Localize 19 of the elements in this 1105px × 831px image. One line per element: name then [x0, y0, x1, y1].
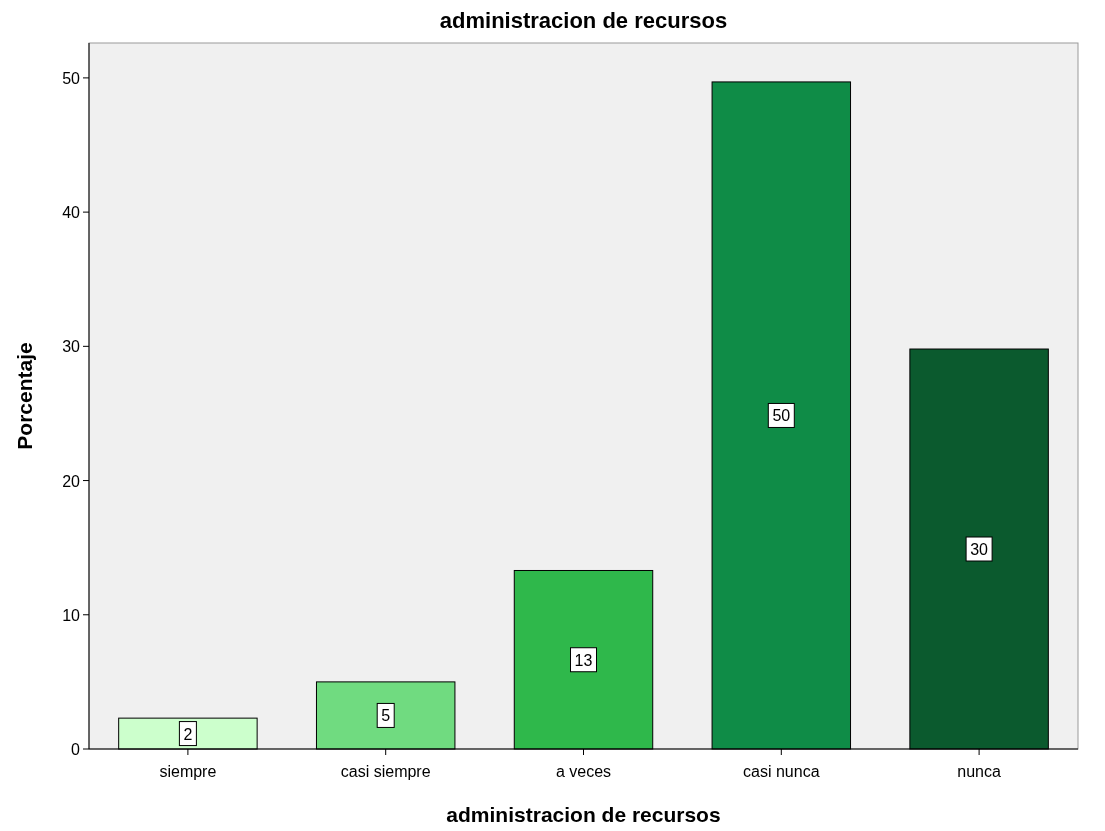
data-label: 50 [772, 407, 791, 425]
y-tick-label: 40 [62, 204, 81, 222]
x-tick-label: nunca [957, 763, 1001, 780]
x-tick-label: casi nunca [743, 763, 820, 780]
y-tick-label: 20 [62, 472, 81, 490]
y-tick-label: 30 [62, 338, 81, 356]
x-tick-label: a veces [555, 763, 612, 780]
y-tick-label: 50 [62, 69, 81, 87]
y-tick-label: 0 [71, 741, 81, 758]
x-axis-title: administracion de recursos [446, 803, 721, 826]
x-tick-label: casi siempre [340, 763, 431, 780]
x-tick-label: siempre [159, 763, 217, 780]
data-label: 30 [970, 541, 989, 559]
data-label: 2 [183, 725, 193, 743]
data-label: 5 [381, 707, 391, 725]
chart-title: administracion de recursos [439, 8, 728, 33]
y-axis-title: Porcentaje [13, 342, 36, 450]
y-tick-label: 10 [62, 606, 81, 624]
data-label: 13 [574, 651, 593, 669]
